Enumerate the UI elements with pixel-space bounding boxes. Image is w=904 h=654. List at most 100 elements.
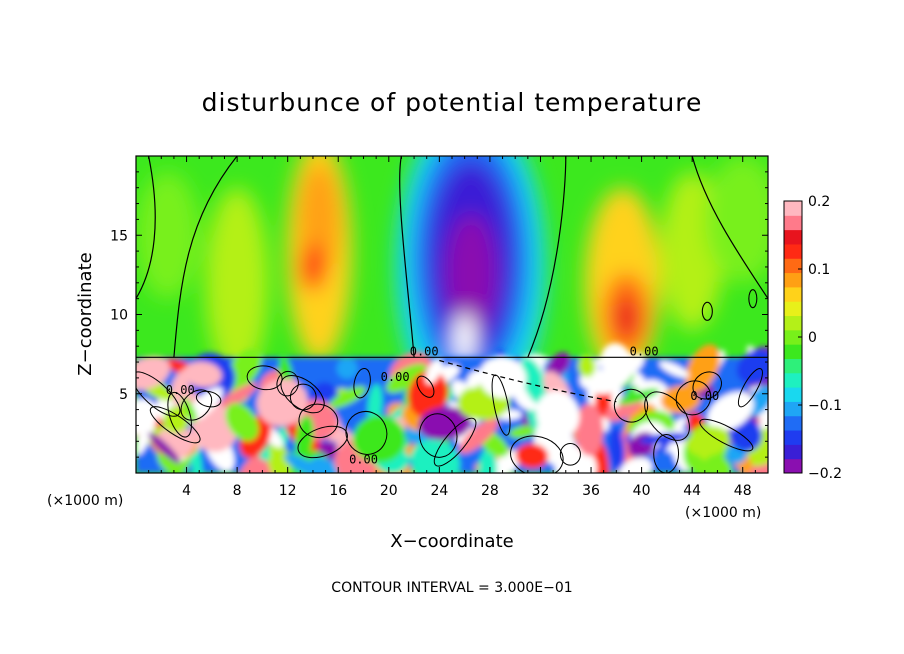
eddy-blob <box>686 426 730 457</box>
eddy-blob <box>520 357 548 405</box>
contour-loop <box>737 367 763 408</box>
colorbar-band <box>784 401 802 417</box>
upper-blob <box>136 171 200 299</box>
eddy-blob <box>385 363 427 393</box>
contour-line <box>173 156 238 358</box>
upper-blob <box>704 156 768 283</box>
x-tick-label: 32 <box>532 483 550 499</box>
contour-loop <box>491 374 511 436</box>
colorbar-band <box>784 201 802 216</box>
eddy-blob <box>256 378 308 427</box>
upper-blob <box>615 298 638 337</box>
eddy-blob <box>478 448 498 473</box>
colorbar-band <box>784 444 802 460</box>
y-tick-label: 5 <box>119 387 128 403</box>
eddy-blob <box>408 370 448 418</box>
eddy-blob <box>659 361 689 378</box>
x-tick-label: 24 <box>430 483 448 499</box>
contour-loop <box>298 403 339 439</box>
colorbar-tick-label: −0.2 <box>808 466 842 482</box>
colorbar-tick-label: 0 <box>808 330 817 346</box>
x-tick-label: 12 <box>279 483 297 499</box>
contour-loop <box>675 380 712 416</box>
colorbar-band <box>784 415 802 431</box>
contour-loop <box>699 418 754 452</box>
contour-loop <box>613 388 649 423</box>
contour-lines: 0.00 0.000.000.000.000.00 <box>136 156 768 473</box>
colorbar-band <box>784 315 802 331</box>
chart-title: disturbunce of potential temperature <box>202 88 703 117</box>
contour-loop <box>149 406 201 444</box>
contour-line <box>399 156 415 358</box>
eddy-blob <box>148 432 181 464</box>
eddy-blob <box>707 391 754 432</box>
contour-loop <box>653 433 680 473</box>
eddy-blob <box>536 390 580 439</box>
contour-loop <box>353 367 371 399</box>
contour-line <box>691 156 768 299</box>
eddy-blob <box>618 388 660 405</box>
colorbar-tick-label: 0.1 <box>808 262 830 278</box>
contour-loop <box>416 375 435 398</box>
eddy-blob <box>352 415 406 463</box>
contour-label: 0.00 <box>410 345 439 359</box>
eddy-blob <box>425 358 443 385</box>
eddy-blob <box>295 415 314 461</box>
eddy-blob <box>575 403 604 457</box>
heatmap-field: 0.00 0.000.000.000.000.00 <box>136 156 768 473</box>
eddy-blob <box>618 457 653 473</box>
contour-interval-note: CONTOUR INTERVAL = 3.000E−01 <box>331 580 572 596</box>
eddy-blob <box>515 443 549 469</box>
eddy-blob <box>729 418 762 452</box>
eddy-blob <box>136 404 158 455</box>
colorbar-ticks: 0.2 0.1 0 −0.1 −0.2 <box>798 194 842 482</box>
colorbar-band <box>784 286 802 302</box>
contour-loop <box>345 411 388 455</box>
x-tick-label: 44 <box>683 483 701 499</box>
contour-loop <box>692 371 722 400</box>
colorbar-band <box>784 229 802 245</box>
contour-label: 0.00 <box>690 389 719 403</box>
contour-loop <box>136 371 181 417</box>
eddy-blob <box>593 353 638 395</box>
y-axis-label: Z−coordinate <box>75 252 96 375</box>
colorbar-band <box>784 329 802 345</box>
colorbar-band <box>784 301 802 317</box>
x-tick-label: 20 <box>380 483 398 499</box>
colorbar-band <box>784 215 802 231</box>
contour-label: 0.00 <box>630 345 659 359</box>
x-axis-label: X−coordinate <box>390 531 513 552</box>
contour-line <box>136 156 156 299</box>
eddy-blob <box>660 385 701 414</box>
contour-loop <box>180 389 213 421</box>
colorbar-band <box>784 372 802 388</box>
upper-layer-field <box>136 156 768 426</box>
contour-line <box>439 359 617 403</box>
eddy-blob <box>308 456 338 473</box>
eddy-blob <box>459 418 499 454</box>
y-tick-label: 10 <box>110 308 128 324</box>
eddy-blob <box>216 382 258 411</box>
contour-loop <box>748 289 758 309</box>
colorbar-bands <box>784 201 802 474</box>
x-tick-label: 48 <box>734 483 752 499</box>
eddy-blob <box>329 386 366 408</box>
colorbar-band <box>784 458 802 474</box>
eddy-blob <box>508 425 538 439</box>
y-tick-label: 15 <box>110 228 128 244</box>
colorbar-band <box>784 243 802 259</box>
contour-loop <box>297 425 348 459</box>
upper-blob <box>205 187 269 378</box>
x-unit-left: (×1000 m) <box>47 493 123 509</box>
contour-loop <box>644 391 690 441</box>
contour-loop <box>167 391 192 438</box>
eddy-blob <box>639 432 690 445</box>
x-tick-label: 4 <box>182 483 191 499</box>
upper-blob <box>453 312 477 364</box>
colorbar-band <box>784 344 802 359</box>
x-tick-label: 40 <box>633 483 651 499</box>
colorbar-band <box>784 387 802 402</box>
colorbar-band <box>784 272 802 288</box>
contour-label: 0.00 <box>166 383 195 397</box>
